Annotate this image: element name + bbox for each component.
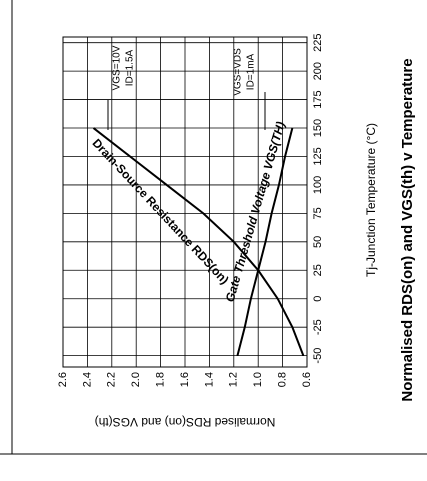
x-tick-label: 150 bbox=[312, 119, 324, 137]
x-tick-label: 0 bbox=[312, 296, 324, 302]
y-tick-label: 2.0 bbox=[130, 372, 142, 387]
y-tick-label: 1.4 bbox=[203, 372, 215, 387]
x-tick-label: 125 bbox=[312, 147, 324, 165]
x-axis-title: Tj-Junction Temperature (°C) bbox=[364, 123, 378, 277]
y-tick-label: 2.2 bbox=[106, 372, 118, 387]
x-tick-label: 200 bbox=[312, 62, 324, 80]
x-tick-label: 100 bbox=[312, 176, 324, 194]
x-tick-label: 225 bbox=[312, 34, 324, 52]
x-tick-label: 75 bbox=[312, 207, 324, 219]
x-tick-label: 25 bbox=[312, 264, 324, 276]
annotation: ID=1mA bbox=[246, 53, 257, 90]
y-tick-label: 1.8 bbox=[155, 372, 167, 387]
y-tick-label: 0.8 bbox=[277, 372, 289, 387]
x-tick-label: 175 bbox=[312, 90, 324, 108]
y-tick-label: 1.6 bbox=[179, 372, 191, 387]
series-line bbox=[92, 127, 305, 356]
y-axis-title: Normalised RDS(on) and VGS(th) bbox=[95, 415, 276, 429]
chart-title: Normalised RDS(on) and VGS(th) v Tempera… bbox=[399, 58, 416, 401]
series-line bbox=[236, 127, 294, 356]
series-label: Gate Threshold Voltage VGS(TH) bbox=[223, 120, 288, 304]
x-tick-label: -50 bbox=[312, 348, 324, 364]
y-tick-label: 0.6 bbox=[301, 372, 313, 387]
annotation: VGS=10V bbox=[112, 45, 123, 90]
x-tick-label: -25 bbox=[312, 319, 324, 335]
y-tick-label: 1.2 bbox=[228, 372, 240, 387]
y-tick-label: 2.4 bbox=[81, 372, 93, 387]
y-tick-label: 2.6 bbox=[57, 372, 69, 387]
x-tick-label: 50 bbox=[312, 236, 324, 248]
y-tick-label: 1.0 bbox=[252, 372, 264, 387]
annotation: ID=1.5A bbox=[125, 49, 136, 86]
annotation: VGS=VDS bbox=[233, 48, 244, 96]
